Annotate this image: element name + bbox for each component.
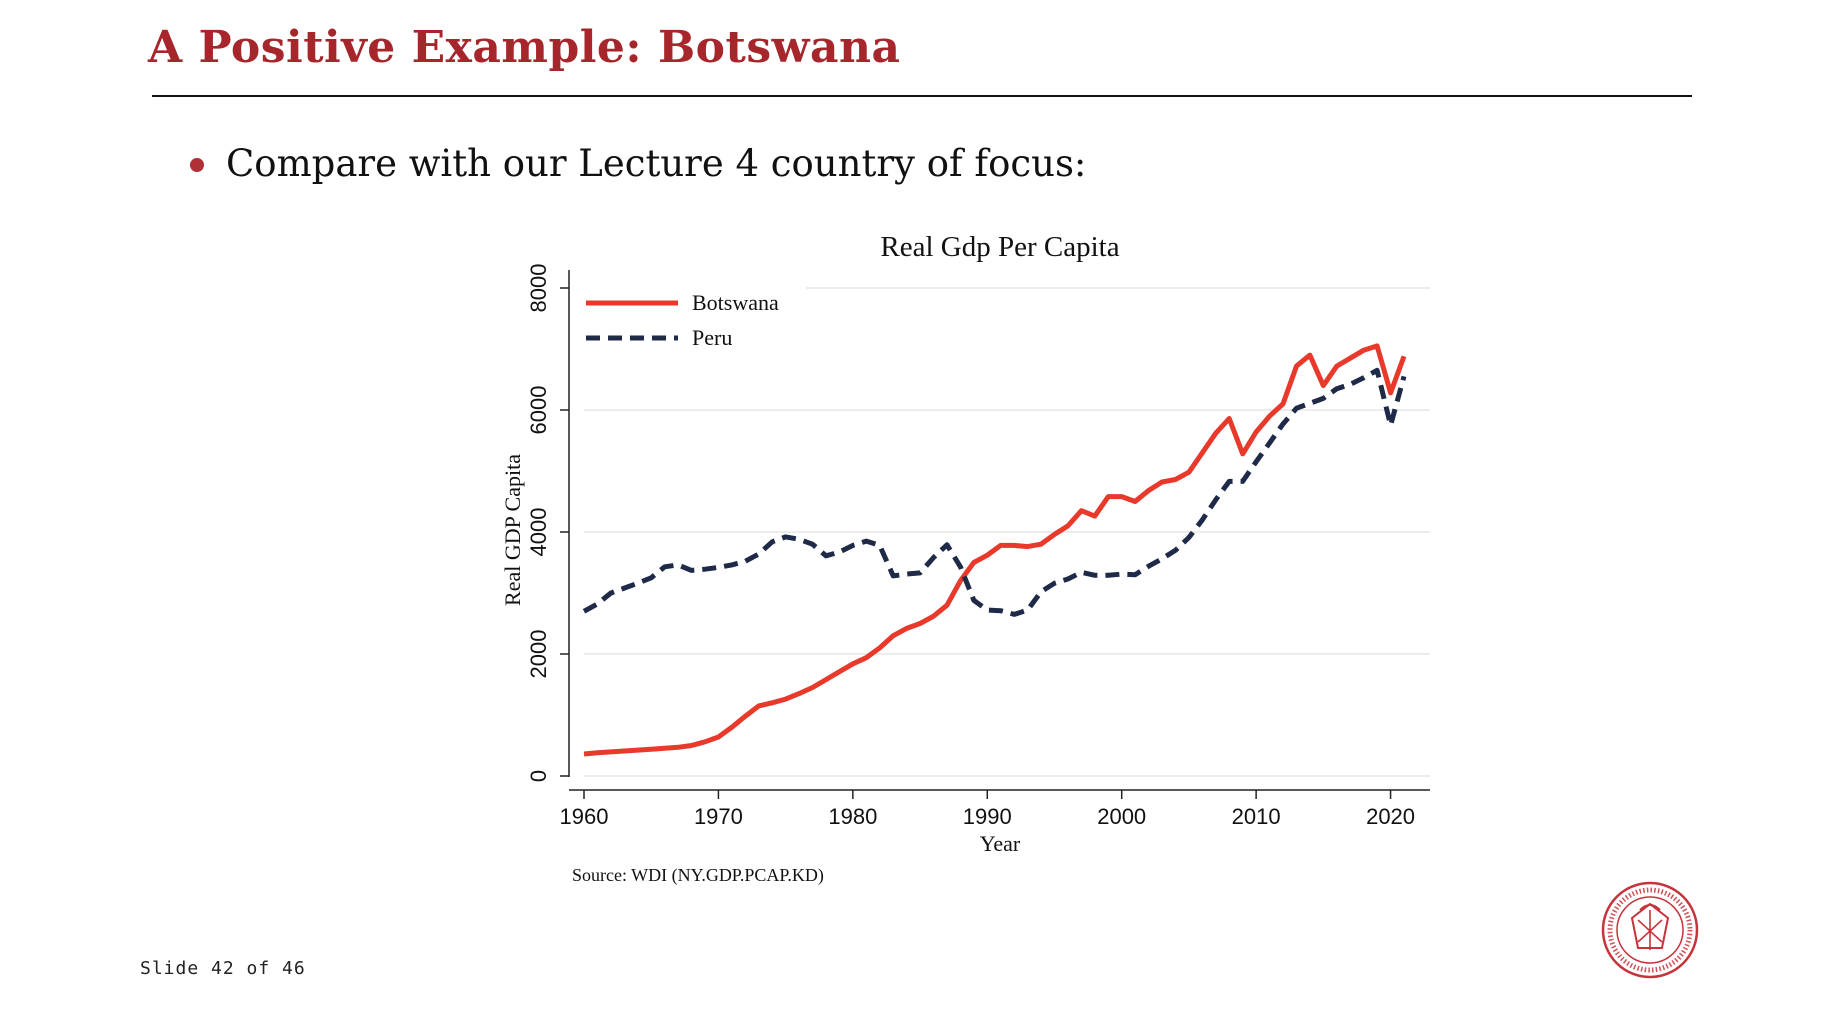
- series-line-botswana: [583, 343, 1407, 757]
- y-axis-label: Real GDP Capita: [500, 454, 525, 606]
- y-tick-label: 0: [526, 770, 551, 782]
- legend: Botswana Peru: [570, 283, 806, 361]
- slide-number: Slide 42 of 46: [140, 958, 306, 979]
- bullet-dot: [190, 157, 204, 172]
- x-tick-label: 2000: [1097, 804, 1146, 829]
- source-note: Source: WDI (NY.GDP.PCAP.KD): [572, 865, 824, 886]
- chart-title: Real Gdp Per Capita: [880, 231, 1119, 263]
- slide-title: A Positive Example: Botswana: [148, 22, 901, 73]
- x-tick-label: 2010: [1232, 804, 1281, 829]
- legend-label-botswana: Botswana: [692, 290, 779, 315]
- x-tick-label: 2020: [1366, 804, 1415, 829]
- legend-box: [570, 283, 806, 361]
- y-tick-label: 6000: [526, 386, 551, 435]
- y-tick-label: 8000: [526, 264, 551, 313]
- x-tick-label: 1980: [828, 804, 877, 829]
- series-lines: [582, 343, 1407, 757]
- university-seal-logo: [1601, 881, 1699, 979]
- series-line-peru: [582, 367, 1407, 617]
- bullet-text: Compare with our Lecture 4 country of fo…: [226, 142, 1087, 185]
- x-tick-label: 1990: [963, 804, 1012, 829]
- x-axis-label: Year: [980, 831, 1021, 856]
- x-tick-label: 1970: [694, 804, 743, 829]
- legend-label-peru: Peru: [692, 325, 732, 350]
- x-tick-label: 1960: [560, 804, 609, 829]
- axes: Real Gdp Per Capita Year Real GDP Capita…: [500, 231, 1430, 886]
- y-tick-label: 4000: [526, 508, 551, 557]
- title-rule: [152, 95, 1692, 97]
- y-tick-label: 2000: [526, 630, 551, 679]
- bullet-item: Compare with our Lecture 4 country of fo…: [190, 142, 1086, 185]
